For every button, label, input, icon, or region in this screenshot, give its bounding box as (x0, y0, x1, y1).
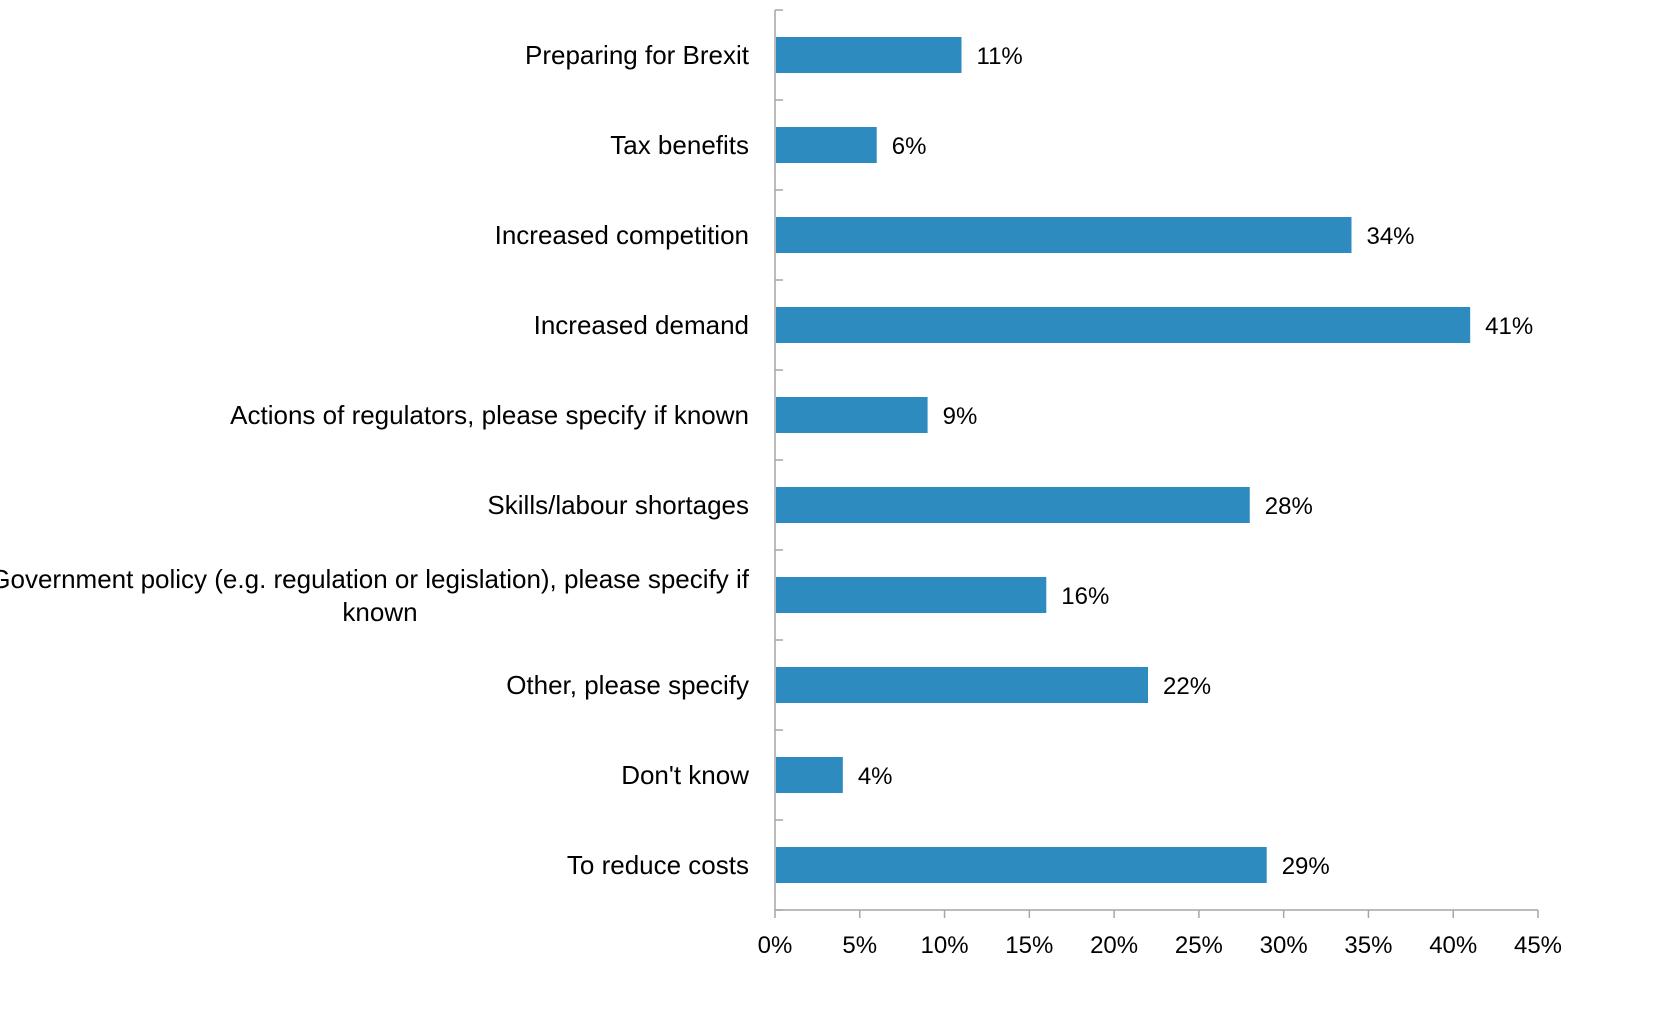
bar-4 (776, 307, 1471, 343)
category-label-4: Increased demand (534, 310, 749, 340)
category-label-10: To reduce costs (567, 850, 749, 880)
bar-7 (776, 577, 1047, 613)
category-label-2: Tax benefits (610, 130, 749, 160)
bar-6 (776, 487, 1250, 523)
bar-8 (776, 667, 1149, 703)
axes-layer (774, 9, 1539, 918)
x-tick-label-2: 10% (921, 932, 969, 959)
data-label-5: 9% (943, 403, 978, 430)
data-label-3: 34% (1366, 223, 1414, 250)
x-tick-label-7: 35% (1344, 932, 1392, 959)
x-tick-label-6: 30% (1260, 932, 1308, 959)
data-label-8: 22% (1163, 673, 1211, 700)
bar-10 (776, 847, 1267, 883)
x-tick-label-9: 45% (1514, 932, 1562, 959)
category-label-6: Skills/labour shortages (487, 490, 749, 520)
data-label-2: 6% (892, 133, 927, 160)
labels-layer: 11% Preparing for Brexit 6% Tax benefits 34%… (0, 40, 1562, 959)
category-label-5: Actions of regulators, please specify if… (230, 400, 749, 430)
bars-layer (776, 37, 1471, 883)
category-label-1: Preparing for Brexit (525, 40, 750, 70)
bar-9 (776, 757, 843, 793)
x-tick-label-5: 25% (1175, 932, 1223, 959)
bar-1 (776, 37, 962, 73)
bar-3 (776, 217, 1352, 253)
bar-5 (776, 397, 928, 433)
category-label-7-line-1: Government policy (e.g. regulation or le… (0, 564, 750, 594)
data-label-6: 28% (1265, 493, 1313, 520)
data-label-4: 41% (1485, 313, 1533, 340)
data-label-1: 11% (977, 43, 1023, 70)
category-label-8: Other, please specify (506, 670, 749, 700)
x-tick-label-8: 40% (1429, 932, 1477, 959)
data-label-10: 29% (1282, 853, 1330, 880)
category-label-7-line-2: known (342, 597, 417, 627)
category-label-3: Increased competition (495, 220, 749, 250)
category-label-9: Don't know (621, 760, 749, 790)
data-label-9: 4% (858, 763, 893, 790)
x-tick-label-1: 5% (842, 932, 877, 959)
data-label-7: 16% (1061, 583, 1109, 610)
category-label-7: Government policy (e.g. regulation or le… (0, 564, 750, 627)
x-tick-label-4: 20% (1090, 932, 1138, 959)
bar-2 (776, 127, 877, 163)
x-tick-label-0: 0% (758, 932, 793, 959)
x-tick-label-3: 15% (1005, 932, 1053, 959)
